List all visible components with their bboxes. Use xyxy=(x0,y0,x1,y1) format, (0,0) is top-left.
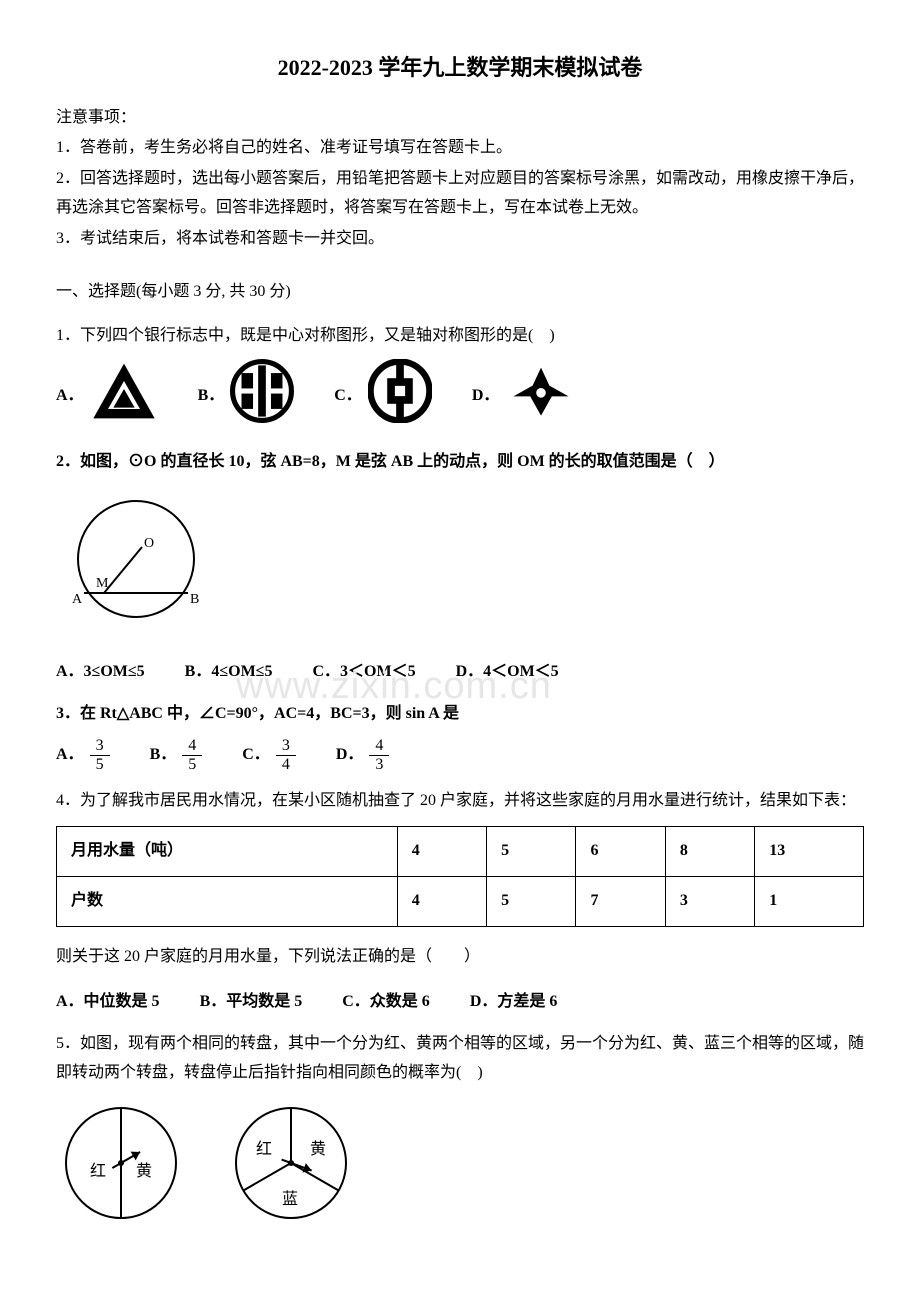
svg-text:M: M xyxy=(96,576,109,591)
question-3-text: 3．在 Rt△ABC 中，∠C=90°，AC=4，BC=3，则 sin A 是 xyxy=(56,700,864,729)
question-1: 1．下列四个银行标志中，既是中心对称图形，又是轴对称图形的是( ) A． B． xyxy=(56,322,864,434)
q4-option-B: B．平均数是 5 xyxy=(200,988,303,1017)
q3-B-den: 5 xyxy=(182,756,202,774)
svg-text:黄: 黄 xyxy=(136,1162,152,1180)
q4-r0c0: 户数 xyxy=(57,876,398,926)
q3-D-fraction: 4 3 xyxy=(369,737,389,773)
q4-C-text: C．众数是 6 xyxy=(342,988,430,1017)
question-2: 2．如图，⊙O 的直径长 10，弦 AB=8，M 是弦 AB 上的动点，则 OM… xyxy=(56,448,864,686)
notes-block: 注意事项： 1．答卷前，考生务必将自己的姓名、准考证号填写在答题卡上。 2．回答… xyxy=(56,104,864,254)
q3-C-fraction: 3 4 xyxy=(276,737,296,773)
q4-A-text: A．中位数是 5 xyxy=(56,988,160,1017)
q2-B-text: B．4≤OM≤5 xyxy=(185,658,273,687)
question-4: 4．为了解我市居民用水情况，在某小区随机抽查了 20 户家庭，并将这些家庭的月用… xyxy=(56,787,864,1016)
q1-C-label: C． xyxy=(334,382,362,411)
q3-A-den: 5 xyxy=(90,756,110,774)
question-3-options: A． 3 5 B． 4 5 C． 3 4 D． 4 3 xyxy=(56,737,864,773)
bank-logo-C-icon xyxy=(368,359,432,434)
question-2-options: www.zixin.com.cn A．3≤OM≤5 B．4≤OM≤5 C．3＜O… xyxy=(56,658,864,687)
q4-r0c5: 1 xyxy=(755,876,864,926)
q3-C-label: C． xyxy=(242,741,270,770)
q2-option-A: A．3≤OM≤5 xyxy=(56,658,145,687)
q4-option-C: C．众数是 6 xyxy=(342,988,430,1017)
question-5: 5．如图，现有两个相同的转盘，其中一个分为红、黄两个相等的区域，另一个分为红、黄… xyxy=(56,1030,864,1238)
q3-B-label: B． xyxy=(150,741,177,770)
table-row: 月用水量（吨） 4 5 6 8 13 xyxy=(57,827,864,877)
q2-option-B: B．4≤OM≤5 xyxy=(185,658,273,687)
page-title: 2022-2023 学年九上数学期末模拟试卷 xyxy=(56,48,864,88)
svg-text:A: A xyxy=(72,592,83,607)
svg-text:红: 红 xyxy=(256,1140,272,1158)
question-2-text: 2．如图，⊙O 的直径长 10，弦 AB=8，M 是弦 AB 上的动点，则 OM… xyxy=(56,448,864,477)
q3-A-num: 3 xyxy=(90,737,110,756)
notes-line-1: 1．答卷前，考生务必将自己的姓名、准考证号填写在答题卡上。 xyxy=(56,134,864,163)
q1-option-D: D． xyxy=(472,361,578,432)
svg-text:B: B xyxy=(190,592,199,607)
question-1-text: 1．下列四个银行标志中，既是中心对称图形，又是轴对称图形的是( ) xyxy=(56,322,864,351)
q1-option-B: B． xyxy=(198,359,295,434)
svg-text:黄: 黄 xyxy=(310,1140,326,1158)
q4-th-5: 13 xyxy=(755,827,864,877)
q3-D-num: 4 xyxy=(369,737,389,756)
q3-option-B: B． 4 5 xyxy=(150,737,203,773)
question-4-text: 4．为了解我市居民用水情况，在某小区随机抽查了 20 户家庭，并将这些家庭的月用… xyxy=(56,787,864,816)
q3-D-label: D． xyxy=(336,741,364,770)
q4-table: 月用水量（吨） 4 5 6 8 13 户数 4 5 7 3 1 xyxy=(56,826,864,927)
q3-A-fraction: 3 5 xyxy=(90,737,110,773)
q3-A-label: A． xyxy=(56,741,84,770)
bank-logo-D-icon xyxy=(505,361,577,432)
q4-th-1: 4 xyxy=(397,827,486,877)
question-1-options: A． B． xyxy=(56,359,864,434)
table-row: 户数 4 5 7 3 1 xyxy=(57,876,864,926)
q1-option-A: A． xyxy=(56,361,158,432)
q3-option-C: C． 3 4 xyxy=(242,737,296,773)
q4-r0c4: 3 xyxy=(665,876,754,926)
svg-text:蓝: 蓝 xyxy=(282,1190,298,1208)
notes-heading: 注意事项： xyxy=(56,104,864,133)
spinner-3sector-icon: 红 黄 蓝 xyxy=(226,1098,356,1239)
q1-option-C: C． xyxy=(334,359,432,434)
q1-B-label: B． xyxy=(198,382,225,411)
q1-A-label: A． xyxy=(56,382,84,411)
q4-B-text: B．平均数是 5 xyxy=(200,988,303,1017)
bank-logo-B-icon xyxy=(230,359,294,434)
q3-D-den: 3 xyxy=(369,756,389,774)
question-3: 3．在 Rt△ABC 中，∠C=90°，AC=4，BC=3，则 sin A 是 … xyxy=(56,700,864,773)
section-1-heading: 一、选择题(每小题 3 分, 共 30 分) xyxy=(56,278,864,307)
q4-th-2: 5 xyxy=(487,827,576,877)
q4-th-3: 6 xyxy=(576,827,665,877)
svg-text:O: O xyxy=(144,536,154,551)
q3-option-A: A． 3 5 xyxy=(56,737,110,773)
q5-figures: 红 黄 红 黄 蓝 xyxy=(56,1098,864,1239)
question-4-options: A．中位数是 5 B．平均数是 5 C．众数是 6 D．方差是 6 xyxy=(56,988,864,1017)
q4-r0c3: 7 xyxy=(576,876,665,926)
bank-logo-A-icon xyxy=(90,361,158,432)
q4-th-4: 8 xyxy=(665,827,754,877)
q4-th-0: 月用水量（吨） xyxy=(57,827,398,877)
q4-D-text: D．方差是 6 xyxy=(470,988,558,1017)
notes-line-2: 2．回答选择题时，选出每小题答案后，用铅笔把答题卡上对应题目的答案标号涂黑，如需… xyxy=(56,165,864,223)
q2-C-text: C．3＜OM＜5 xyxy=(312,658,415,687)
q3-B-fraction: 4 5 xyxy=(182,737,202,773)
svg-text:红: 红 xyxy=(90,1162,106,1180)
q1-D-label: D． xyxy=(472,382,500,411)
q4-option-D: D．方差是 6 xyxy=(470,988,558,1017)
q4-r0c1: 4 xyxy=(397,876,486,926)
q2-figure: O M A B xyxy=(56,487,864,648)
spinner-2sector-icon: 红 黄 xyxy=(56,1098,186,1239)
q4-option-A: A．中位数是 5 xyxy=(56,988,160,1017)
question-5-text: 5．如图，现有两个相同的转盘，其中一个分为红、黄两个相等的区域，另一个分为红、黄… xyxy=(56,1030,864,1088)
q2-option-D: D．4＜OM＜5 xyxy=(456,658,559,687)
notes-line-3: 3．考试结束后，将本试卷和答题卡一并交回。 xyxy=(56,225,864,254)
q3-C-den: 4 xyxy=(276,756,296,774)
q2-A-text: A．3≤OM≤5 xyxy=(56,658,145,687)
q4-r0c2: 5 xyxy=(487,876,576,926)
q3-option-D: D． 4 3 xyxy=(336,737,390,773)
q2-D-text: D．4＜OM＜5 xyxy=(456,658,559,687)
q3-C-num: 3 xyxy=(276,737,296,756)
question-4-after: 则关于这 20 户家庭的月用水量，下列说法正确的是（ ） xyxy=(56,943,864,972)
q3-B-num: 4 xyxy=(182,737,202,756)
q2-option-C: C．3＜OM＜5 xyxy=(312,658,415,687)
